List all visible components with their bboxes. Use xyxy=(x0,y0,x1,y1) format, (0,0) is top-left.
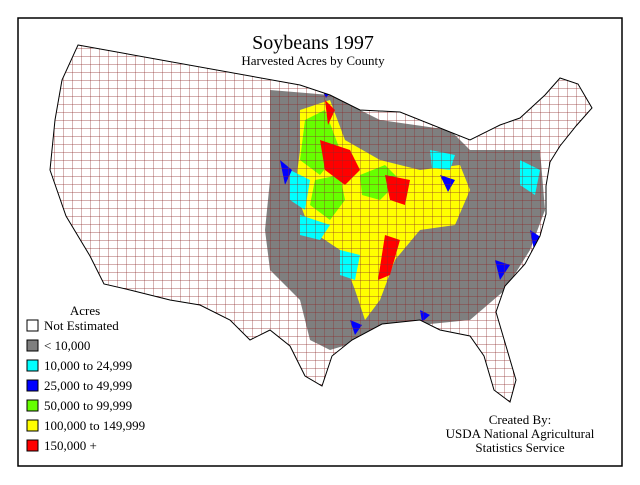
legend: Not Estimated < 10,000 10,000 to 24,999 25,… xyxy=(26,318,145,453)
legend-label: 10,000 to 24,999 xyxy=(44,358,132,373)
legend-swatch xyxy=(26,379,39,392)
legend-swatch xyxy=(26,439,39,452)
legend-swatch xyxy=(26,359,39,372)
credit-line: Created By: xyxy=(489,412,551,427)
legend-label: Not Estimated xyxy=(44,318,119,333)
legend-label: 100,000 to 149,999 xyxy=(44,418,145,433)
legend-label: 25,000 to 49,999 xyxy=(44,378,132,393)
map-title: Soybeans 1997 xyxy=(252,32,374,54)
legend-label: < 10,000 xyxy=(44,338,90,353)
legend-label: 150,000 + xyxy=(44,438,97,453)
legend-label: 50,000 to 99,999 xyxy=(44,398,132,413)
legend-title: Acres xyxy=(70,303,100,318)
legend-swatch xyxy=(26,399,39,412)
map-subtitle: Harvested Acres by County xyxy=(241,53,385,68)
credit: Created By:USDA National AgriculturalSta… xyxy=(446,412,595,455)
credit-line: Statistics Service xyxy=(475,440,564,455)
legend-swatch xyxy=(26,319,39,332)
legend-swatch xyxy=(26,339,39,352)
credit-line: USDA National Agricultural xyxy=(446,426,595,441)
legend-swatch xyxy=(26,419,39,432)
